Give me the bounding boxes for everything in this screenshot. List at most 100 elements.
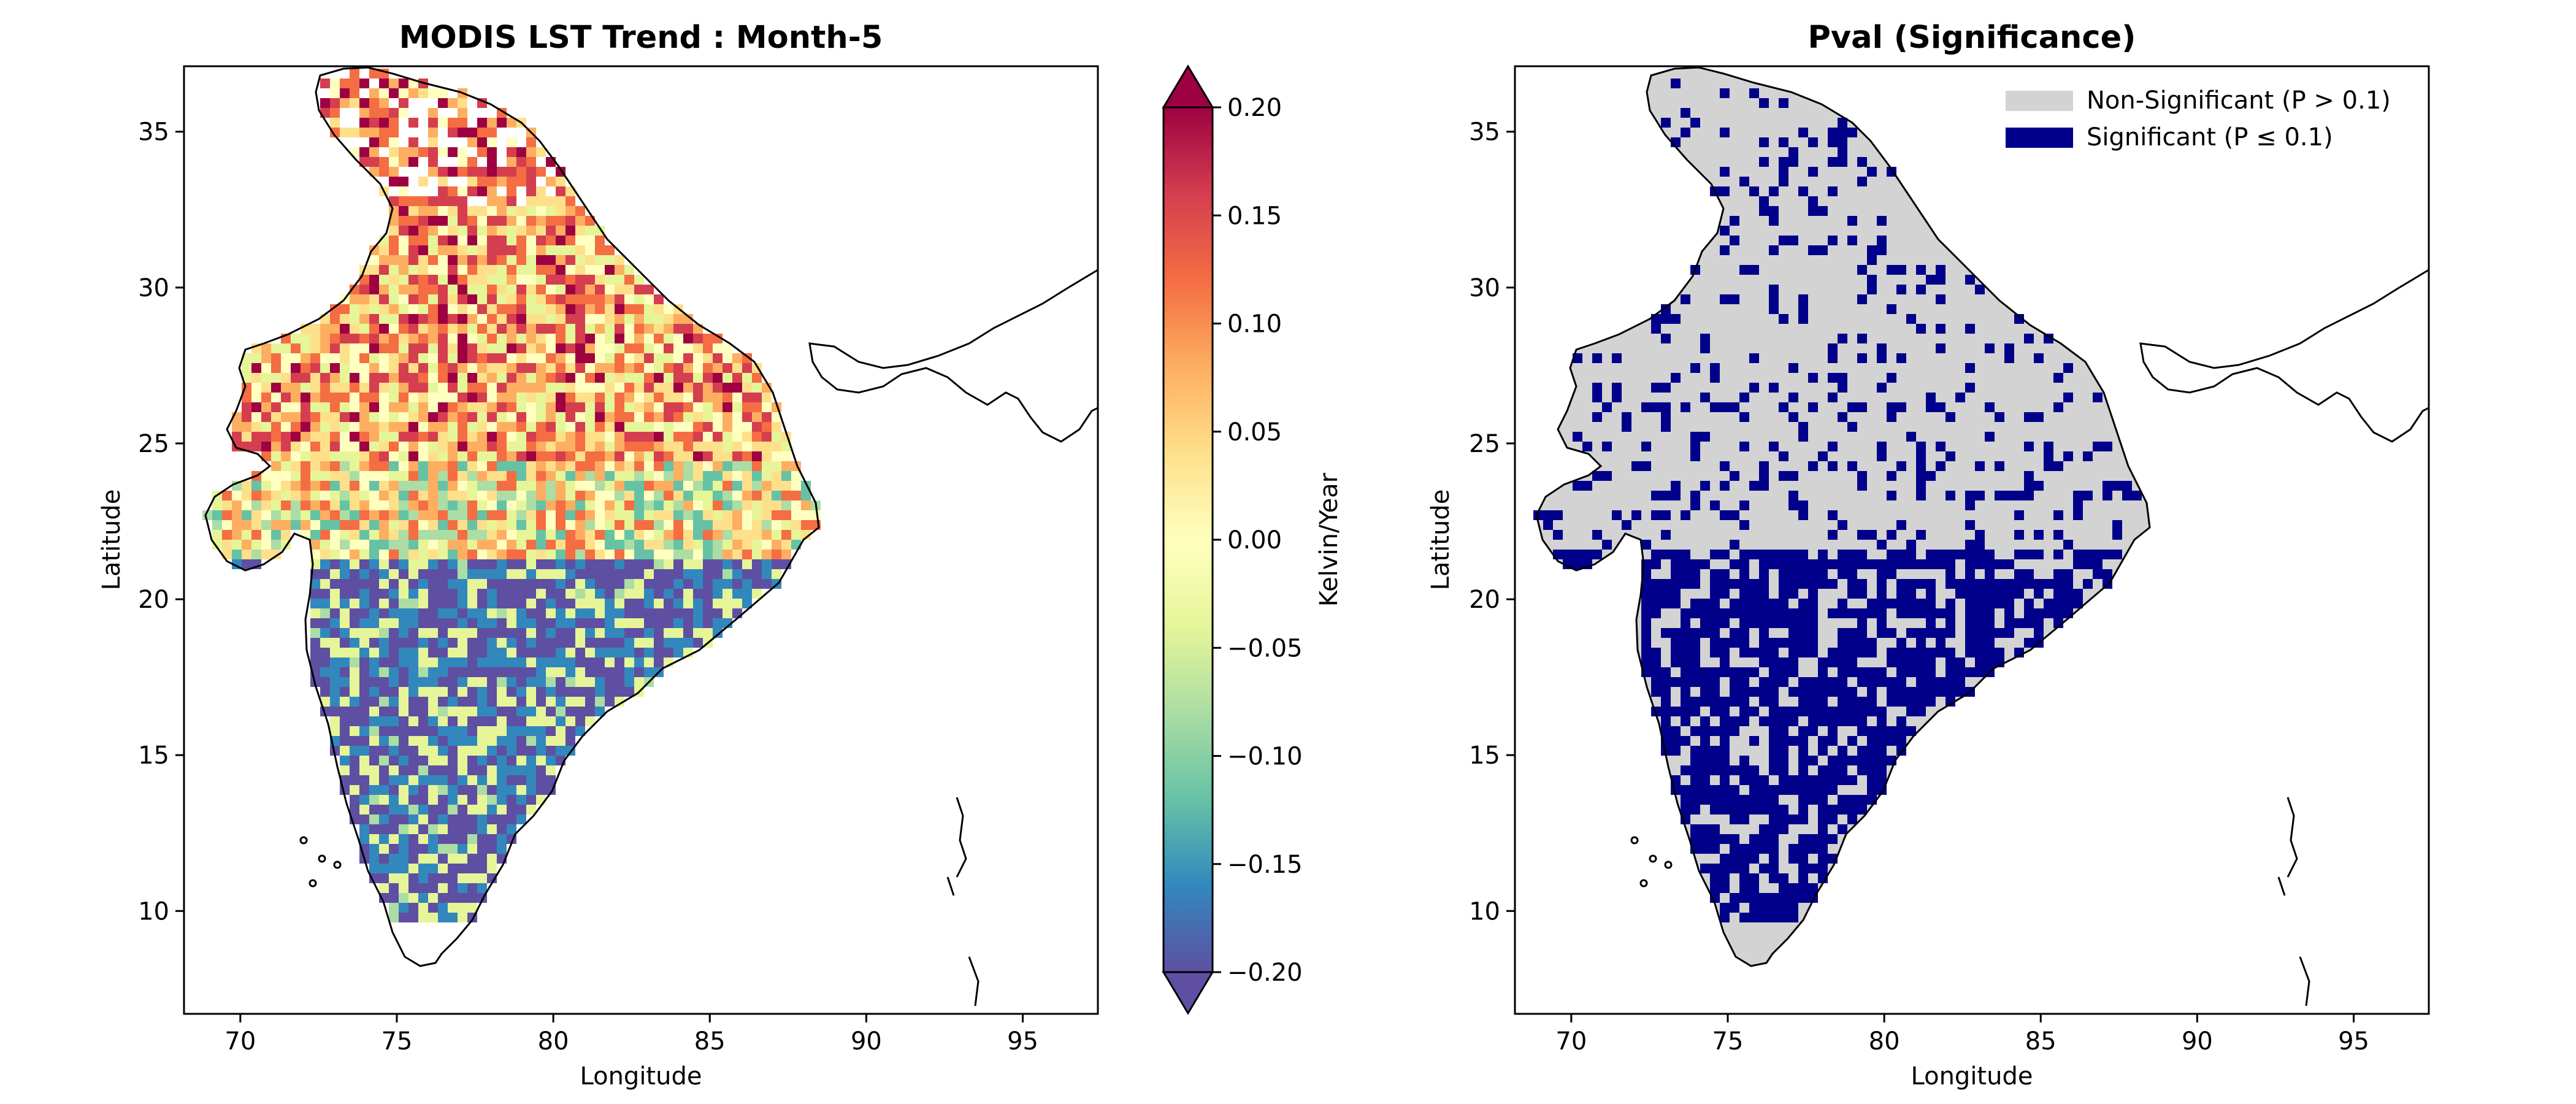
significance-cell bbox=[1769, 677, 1779, 687]
significance-cell bbox=[1936, 324, 1945, 334]
trend-cell bbox=[458, 412, 467, 422]
trend-cell bbox=[526, 412, 536, 422]
trend-cell bbox=[438, 373, 448, 383]
trend-cell bbox=[477, 471, 487, 481]
significance-cell bbox=[1720, 854, 1730, 864]
trend-cell bbox=[791, 500, 801, 510]
trend-cell bbox=[399, 294, 408, 304]
trend-cell bbox=[575, 334, 585, 343]
significance-cell bbox=[1681, 697, 1690, 707]
significance-cell bbox=[1828, 736, 1838, 746]
trend-cell bbox=[791, 481, 801, 491]
significance-cell bbox=[1975, 657, 1985, 667]
trend-cell bbox=[418, 648, 428, 657]
significance-cell bbox=[1916, 667, 1926, 677]
significance-cell bbox=[1867, 687, 1877, 697]
trend-cell bbox=[575, 226, 585, 236]
significance-cell bbox=[1808, 589, 1818, 599]
significance-cell bbox=[1798, 432, 1808, 442]
y-tick-label: 35 bbox=[1469, 118, 1500, 147]
trend-cell bbox=[526, 599, 536, 608]
significance-cell bbox=[1720, 294, 1730, 304]
trend-cell bbox=[261, 442, 271, 451]
trend-cell bbox=[408, 137, 418, 147]
trend-cell bbox=[546, 157, 556, 167]
trend-cell bbox=[546, 697, 556, 707]
trend-cell bbox=[615, 550, 624, 559]
trend-cell bbox=[487, 245, 497, 255]
trend-cell bbox=[585, 530, 595, 540]
trend-cell bbox=[418, 873, 428, 883]
trend-cell bbox=[487, 402, 497, 412]
significance-cell bbox=[1749, 883, 1759, 893]
trend-cell bbox=[369, 815, 379, 824]
trend-cell bbox=[595, 677, 605, 687]
trend-cell bbox=[438, 756, 448, 765]
trend-cell bbox=[418, 579, 428, 589]
trend-cell bbox=[379, 255, 389, 265]
trend-cell bbox=[605, 383, 615, 393]
trend-cell bbox=[408, 373, 418, 383]
trend-cell bbox=[683, 569, 693, 579]
trend-cell bbox=[477, 393, 487, 402]
significance-cell bbox=[1798, 805, 1808, 815]
trend-cell bbox=[487, 805, 497, 815]
x-tick-label: 95 bbox=[2338, 1027, 2369, 1056]
trend-cell bbox=[585, 550, 595, 559]
trend-cell bbox=[546, 677, 556, 687]
trend-cell bbox=[467, 844, 477, 854]
trend-cell bbox=[497, 206, 507, 216]
trend-cell bbox=[340, 314, 350, 324]
trend-cell bbox=[418, 461, 428, 471]
trend-cell bbox=[408, 461, 418, 471]
significance-cell bbox=[1818, 687, 1828, 697]
trend-cell bbox=[379, 442, 389, 451]
trend-cell bbox=[438, 383, 448, 393]
trend-cell bbox=[448, 883, 458, 893]
trend-cell bbox=[458, 550, 467, 559]
significance-cell bbox=[1936, 275, 1945, 285]
significance-cell bbox=[1847, 589, 1857, 599]
trend-cell bbox=[507, 314, 516, 324]
trend-cell bbox=[399, 815, 408, 824]
trend-cell bbox=[565, 442, 575, 451]
significance-cell bbox=[1906, 657, 1916, 667]
significance-cell bbox=[1739, 667, 1749, 677]
significance-cell bbox=[1759, 461, 1769, 471]
trend-cell bbox=[467, 618, 477, 628]
trend-cell bbox=[634, 442, 644, 451]
colorbar-tick-label: 0.00 bbox=[1227, 526, 1282, 554]
trend-cell bbox=[791, 491, 801, 500]
significance-cell bbox=[1720, 834, 1730, 844]
trend-cell bbox=[320, 589, 330, 599]
significance-cell bbox=[1877, 216, 1887, 226]
trend-cell bbox=[673, 608, 683, 618]
significance-cell bbox=[1720, 913, 1730, 922]
trend-cell bbox=[330, 520, 340, 530]
trend-cell bbox=[536, 589, 546, 599]
significance-cell bbox=[1995, 599, 2004, 608]
trend-cell bbox=[507, 775, 516, 785]
trend-cell bbox=[242, 402, 251, 412]
trend-cell bbox=[487, 540, 497, 550]
trend-cell bbox=[320, 550, 330, 559]
trend-cell bbox=[467, 343, 477, 353]
trend-cell bbox=[585, 618, 595, 628]
trend-cell bbox=[232, 510, 242, 520]
significance-cell bbox=[1788, 236, 1798, 245]
trend-cell bbox=[654, 589, 664, 599]
trend-cell bbox=[418, 186, 428, 196]
trend-cell bbox=[556, 402, 565, 412]
trend-cell bbox=[320, 618, 330, 628]
trend-cell bbox=[408, 314, 418, 324]
significance-cell bbox=[1573, 481, 1582, 491]
trend-cell bbox=[438, 363, 448, 373]
trend-cell bbox=[467, 756, 477, 765]
trend-cell bbox=[359, 128, 369, 137]
trend-cell bbox=[389, 373, 399, 383]
significance-cell bbox=[1788, 785, 1798, 795]
trend-cell bbox=[624, 422, 634, 432]
trend-cell bbox=[399, 177, 408, 186]
trend-cell bbox=[448, 913, 458, 922]
